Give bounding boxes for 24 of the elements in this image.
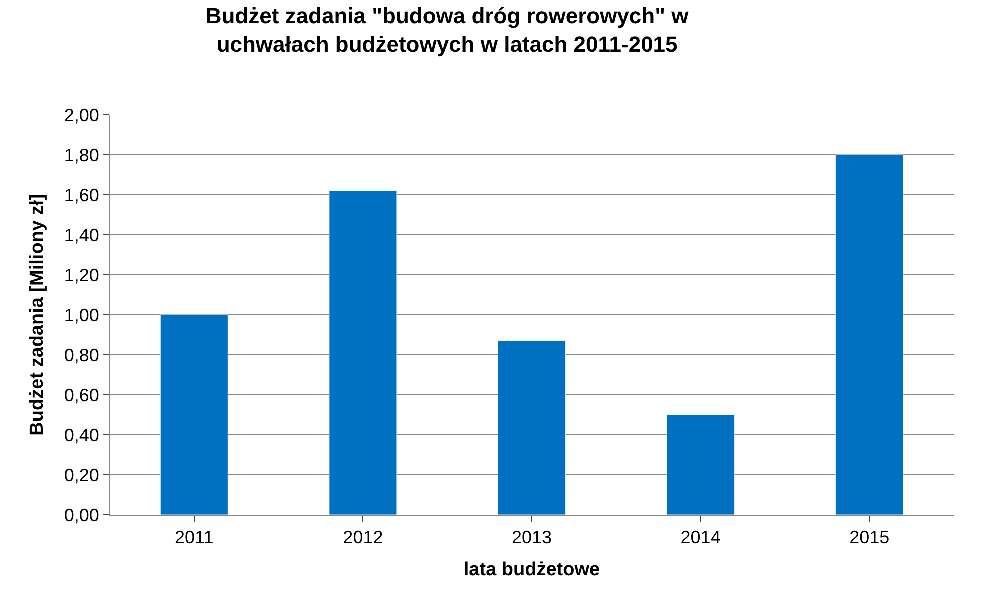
chart-title: Budżet zadania "budowa dróg rowerowych" w uchwałach budżetowych w latach 2011-2015: [206, 4, 690, 58]
x-tick-label: 2015: [850, 528, 890, 548]
y-tick-label: 1,80: [64, 145, 100, 166]
x-tick-label: 2012: [343, 528, 384, 548]
bar: [498, 340, 566, 515]
x-tick-label: 2011: [175, 528, 214, 548]
y-tick-label: 1,20: [64, 265, 100, 286]
x-tick-label: 2013: [512, 528, 552, 548]
y-tick-label: 1,60: [64, 185, 100, 206]
y-tick-label: 0,20: [64, 465, 100, 486]
y-tick-label: 0,40: [64, 425, 100, 446]
y-tick-label: 2,00: [64, 105, 100, 126]
bar: [666, 414, 735, 515]
y-tick-label: 1,00: [64, 305, 100, 326]
y-tick-label: 1,40: [64, 225, 100, 246]
bar: [160, 314, 228, 515]
x-axis-title: lata budżetowe: [464, 559, 600, 580]
y-axis-title: Budżet zadania [Miliony zł]: [27, 194, 48, 436]
bar: [329, 190, 398, 515]
bar: [836, 154, 904, 515]
x-tick-label: 2014: [680, 528, 721, 548]
y-tick-label: 0,80: [64, 345, 100, 366]
y-tick-label: 0,00: [64, 505, 100, 526]
y-tick-label: 0,60: [64, 385, 100, 406]
